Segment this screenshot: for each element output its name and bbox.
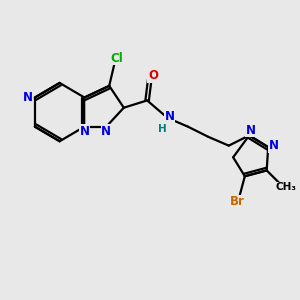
Text: Br: Br (230, 195, 245, 208)
Text: N: N (165, 110, 175, 123)
Text: H: H (158, 124, 167, 134)
Text: Cl: Cl (110, 52, 123, 64)
Text: N: N (80, 124, 89, 137)
Text: N: N (246, 124, 256, 137)
Text: O: O (148, 69, 158, 82)
Text: N: N (268, 139, 278, 152)
Text: N: N (22, 91, 33, 104)
Text: N: N (101, 124, 111, 137)
Text: CH₃: CH₃ (275, 182, 296, 192)
